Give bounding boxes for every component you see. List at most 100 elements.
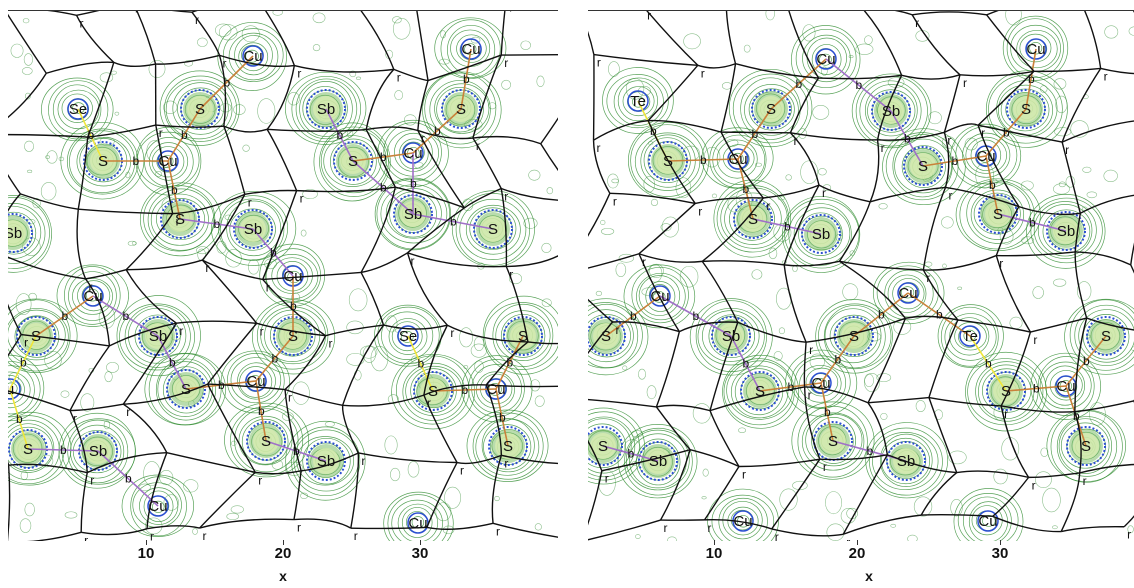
contour-ring [500, 313, 546, 358]
basin-boundary-line [485, 341, 529, 386]
basin-boundary-line [8, 13, 47, 74]
atom-label: S [755, 383, 765, 400]
atom-label: S [766, 101, 776, 118]
atom-label: Sb [244, 221, 262, 238]
basin-boundary-line [1018, 205, 1081, 216]
contour-ring [8, 299, 71, 372]
basin-boundary-line [819, 454, 888, 461]
core-shell [397, 325, 419, 347]
ring-critical-point-label: r [297, 67, 301, 81]
contour-speck [292, 381, 310, 405]
basin-boundary-line [485, 384, 503, 456]
contour-speck [635, 534, 641, 539]
contour-ring [391, 321, 423, 352]
bond-critical-point-label: b [171, 183, 178, 197]
contour-speck [622, 365, 628, 371]
basin-boundary-line [8, 193, 21, 212]
contour-ring [226, 352, 285, 409]
ring-critical-point-label: r [411, 254, 415, 268]
contour-ring [881, 437, 930, 485]
contour-ring [872, 261, 945, 325]
basin-boundary-line [223, 125, 246, 195]
bond-critical-point-label: b [936, 308, 943, 322]
contour-ring [819, 53, 832, 66]
contour-ring [965, 136, 1007, 174]
contour-speck [523, 217, 538, 229]
bond-path [35, 295, 94, 337]
contour-speck [99, 72, 114, 83]
contour-speck [942, 263, 947, 269]
basin-boundary-line [423, 384, 487, 396]
basin-boundary-line [803, 386, 821, 460]
contour-ring [872, 431, 939, 491]
atom-label: Te [630, 93, 646, 110]
basin-boundary-line [863, 11, 903, 76]
bond-critical-point-label: b [463, 72, 470, 86]
bond-path [199, 55, 254, 110]
contour-ring [241, 418, 289, 465]
atom-label: Sb [317, 453, 335, 470]
atom-label: S [23, 441, 33, 458]
ring-critical-point-label: r [223, 56, 227, 70]
contour-speck [390, 467, 401, 482]
bond-critical-point-label: b [337, 128, 344, 142]
basin-boundary-line [244, 189, 297, 196]
contour-speck [248, 259, 260, 275]
contour-ring [733, 201, 772, 238]
contour-ring [172, 82, 229, 135]
basin-boundary-line [360, 272, 385, 326]
contour-ring [876, 265, 939, 321]
contour-ring [218, 195, 289, 261]
contour-speck [24, 140, 35, 152]
core-shell [740, 371, 780, 411]
atom-label: Cu [728, 151, 747, 168]
right-x-tick-mark [1000, 540, 1001, 545]
basin-boundary-line [601, 449, 691, 472]
basin-boundary-line [977, 70, 1035, 126]
basin-boundary-line [588, 398, 657, 408]
basin-boundary-line [262, 278, 326, 337]
basin-boundary-line [789, 132, 820, 186]
left-x-tick-mark [283, 540, 284, 545]
contour-speck [19, 518, 32, 533]
atom-label: S [748, 211, 758, 228]
core-shell [488, 426, 528, 466]
ring-critical-point-label: r [947, 133, 951, 147]
basin-boundary-line [125, 269, 177, 324]
basin-boundary-line [393, 68, 429, 82]
contour-ring [904, 148, 942, 185]
bond-critical-point-label: b [418, 357, 425, 371]
core-shell [810, 372, 832, 394]
bond-path [9, 388, 29, 450]
ring-critical-point-label: r [329, 337, 333, 351]
contour-speck [536, 75, 545, 87]
contour-ring [1060, 422, 1110, 469]
bond-critical-point-label: b [1003, 126, 1010, 140]
basin-boundary-line [1034, 67, 1101, 73]
contour-ring [224, 402, 310, 478]
contour-ring [323, 135, 382, 187]
contour-ring [116, 295, 201, 377]
contour-ring [8, 411, 72, 486]
contour-speck [346, 352, 365, 366]
basin-boundary-line [783, 264, 807, 343]
contour-ring [625, 429, 690, 491]
contour-speck [809, 353, 825, 370]
contour-ring [720, 187, 788, 249]
basin-boundary-line [301, 452, 359, 472]
basin-boundary-line [366, 126, 419, 132]
basin-boundary-line [8, 133, 88, 138]
atom-label: S [261, 433, 271, 450]
basin-boundary-line [69, 345, 111, 411]
bond-path [97, 450, 159, 507]
atom-label: S [1001, 383, 1011, 400]
contour-ring [791, 25, 861, 95]
contour-speck [370, 345, 389, 372]
atom-label: S [518, 328, 528, 345]
bond-path [1005, 385, 1067, 392]
contour-ring [751, 91, 792, 127]
bond-path [460, 48, 472, 110]
ring-critical-point-label: r [73, 412, 77, 426]
contour-ring [1056, 416, 1118, 477]
atom-label: S [1101, 328, 1111, 345]
